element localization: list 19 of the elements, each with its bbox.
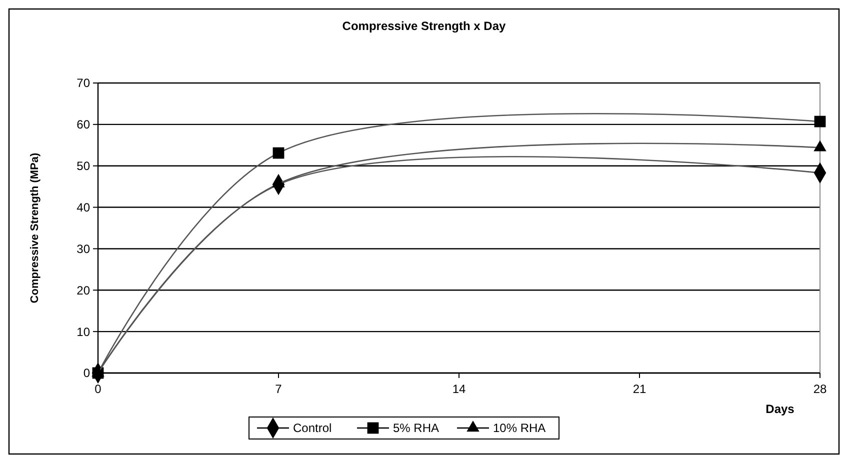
x-tick-label: 28 bbox=[813, 382, 827, 396]
y-tick-label: 40 bbox=[76, 200, 90, 214]
x-axis-title: Days bbox=[766, 402, 795, 416]
x-tick-label: 21 bbox=[632, 382, 646, 396]
y-tick-label: 20 bbox=[76, 283, 90, 298]
y-tick-label: 70 bbox=[76, 76, 90, 90]
x-tick-label: 0 bbox=[94, 382, 102, 396]
legend-label: 5% RHA bbox=[393, 421, 440, 436]
y-tick-label: 10 bbox=[76, 324, 90, 339]
legend-label: 10% RHA bbox=[493, 421, 546, 436]
chart-title: Compressive Strength x Day bbox=[342, 19, 506, 33]
x-tick-label: 14 bbox=[452, 382, 466, 396]
legend-label: Control bbox=[293, 421, 332, 436]
x-tick-label: 7 bbox=[275, 382, 282, 396]
y-axis-title: Compressive Strength (MPa) bbox=[29, 152, 41, 304]
y-tick-label: 50 bbox=[76, 159, 90, 174]
y-tick-label: 60 bbox=[76, 118, 90, 132]
y-tick-label: 30 bbox=[76, 242, 90, 256]
y-tick-label: 0 bbox=[83, 366, 90, 380]
